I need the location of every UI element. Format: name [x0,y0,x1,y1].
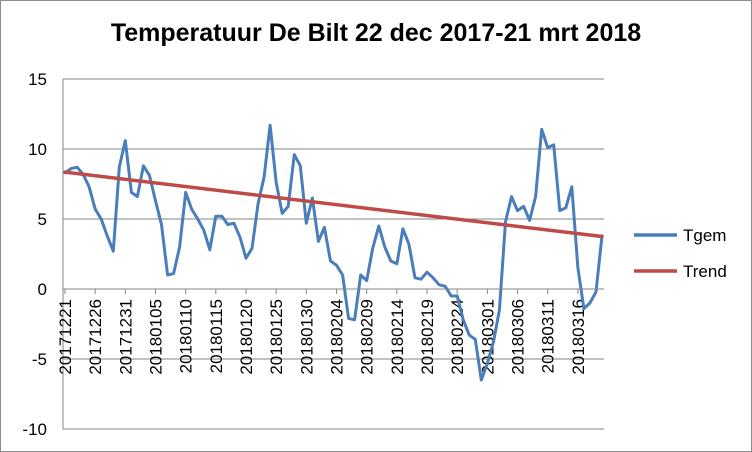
x-tick-label: 20180120 [237,299,256,375]
series-line-trend [63,170,604,239]
x-tick-label: 20180306 [509,299,528,375]
legend-label-tgem: Tgem [683,226,726,245]
y-tick-label: 15 [28,70,47,89]
x-tick-label: 20180311 [539,299,558,373]
x-tick-label: 20180110 [177,299,196,373]
x-tick-label: 20180130 [297,299,316,375]
y-tick-label: 0 [38,280,47,299]
x-tick-label: 20180204 [328,299,347,375]
x-tick-label: 20180209 [358,299,377,375]
x-tick-label: 20180316 [569,299,588,375]
x-tick-label: 20171226 [86,299,105,375]
x-tick-label: 20171231 [116,299,135,375]
y-tick-label: 10 [28,140,47,159]
x-tick-label: 20180125 [267,299,286,375]
x-tick-label: 20180219 [418,299,437,375]
x-tick-label: 20180224 [448,299,467,375]
y-tick-label: -10 [22,420,47,439]
x-tick-label: 20180214 [388,299,407,375]
series-line-tgem [63,123,604,382]
x-tick-label: 20180105 [147,299,166,375]
x-tick-label: 20180115 [207,299,226,373]
y-tick-label: -5 [32,350,47,369]
x-tick-label: 20180301 [478,299,497,375]
y-tick-label: 5 [38,210,47,229]
legend-label-trend: Trend [683,262,727,281]
x-tick-label: 20171221 [56,299,75,375]
chart-title: Temperatuur De Bilt 22 dec 2017-21 mrt 2… [110,19,642,47]
